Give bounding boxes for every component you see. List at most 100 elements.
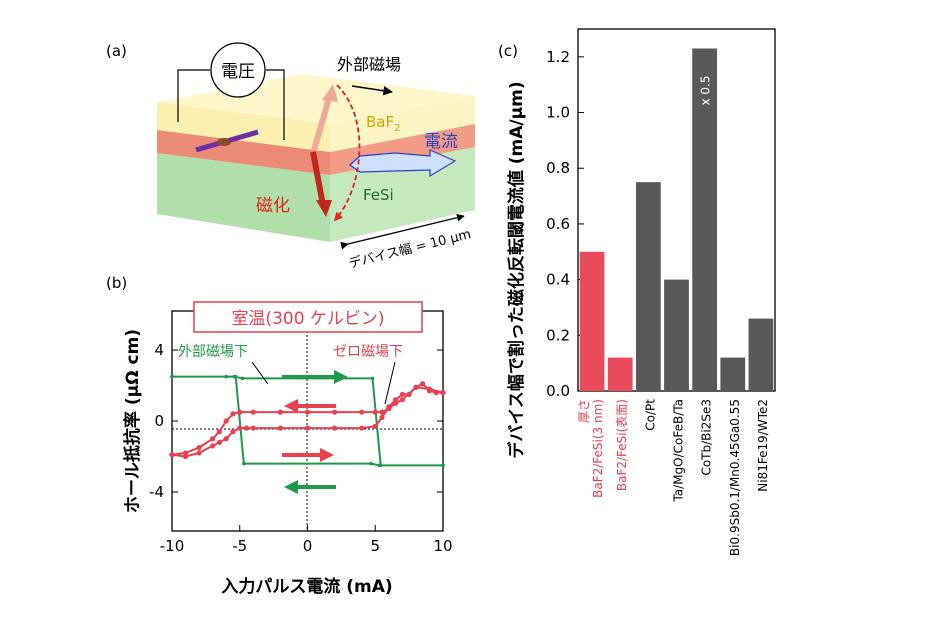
data-point-zero bbox=[406, 391, 412, 397]
panel-b-ticks: -10 -5 0 5 10 -4 0 4 bbox=[149, 311, 453, 555]
data-point-zero bbox=[169, 452, 175, 458]
data-point-zero bbox=[413, 384, 419, 390]
data-point-zero bbox=[433, 390, 439, 396]
data-point-zero bbox=[359, 425, 365, 431]
y-tick-label-c: 0.4 bbox=[546, 271, 570, 289]
data-point-external bbox=[369, 461, 373, 466]
fesi-label: FeSi bbox=[363, 186, 394, 204]
data-point-zero bbox=[223, 436, 229, 442]
panel-a: (a) 電圧 外部磁場 BaF2 電流 FeSi bbox=[106, 42, 475, 272]
y-tick-label-c: 1.0 bbox=[546, 104, 570, 122]
x-tick-label-b: -5 bbox=[232, 537, 247, 555]
data-point-zero bbox=[196, 445, 202, 451]
data-point-external bbox=[170, 374, 174, 379]
data-point-zero bbox=[332, 425, 338, 431]
category-label: Ta/MgO/CoFeB/Ta bbox=[672, 399, 686, 503]
data-point-zero bbox=[216, 439, 223, 445]
bar bbox=[607, 357, 633, 391]
voltage-wire-right bbox=[266, 69, 285, 140]
panel-c-category-labels: 厚さ BaF2/FeSi(3 nm) BaF2/FeSi(表面) Co/Pt Ta/Mg… bbox=[577, 399, 770, 556]
category-label: Ni81Fe19/WTe2 bbox=[756, 399, 770, 492]
data-point-external bbox=[240, 376, 245, 381]
data-point-zero bbox=[277, 425, 283, 431]
data-point-zero bbox=[440, 390, 446, 396]
y-tick-label-c: 0.0 bbox=[546, 382, 570, 400]
data-point-zero bbox=[182, 450, 189, 456]
external-legend-leader bbox=[251, 361, 269, 385]
external-field-label: 外部磁場 bbox=[337, 55, 401, 74]
x-tick-label-b: -10 bbox=[160, 537, 185, 555]
magnetization-up-head bbox=[322, 84, 338, 102]
device-width-arrow bbox=[340, 213, 465, 250]
bar bbox=[635, 182, 661, 391]
y-tick-label-c: 0.6 bbox=[546, 215, 570, 233]
external-field-legend: 外部磁場下 bbox=[178, 344, 248, 360]
red-arrow-lower-head bbox=[320, 448, 334, 462]
data-point-external bbox=[242, 461, 246, 466]
voltage-label: 電圧 bbox=[221, 62, 255, 82]
data-point-zero bbox=[230, 429, 236, 435]
y-axis-title-b: ホール抵抗率 (μΩ cm) bbox=[122, 329, 143, 513]
bar bbox=[664, 279, 689, 391]
voltage-meter bbox=[210, 42, 266, 98]
data-point-zero bbox=[379, 414, 385, 421]
category-label: Bi0.9Sb0.1/Mn0.45Ga0.55 bbox=[728, 399, 742, 556]
data-point-external bbox=[232, 374, 237, 379]
category-label: 厚さ bbox=[577, 399, 591, 423]
bar bbox=[579, 251, 605, 391]
data-point-zero bbox=[250, 425, 256, 431]
data-point-external bbox=[370, 376, 375, 381]
category-label: CoTb/Bi2Se3 bbox=[700, 399, 714, 476]
x-tick-label-b: 0 bbox=[303, 537, 313, 555]
panel-c: (c) 0.00.20.40.60.81.01.2 x 0.5 厚さ BaF2/F… bbox=[498, 28, 776, 556]
current-arrow bbox=[349, 149, 457, 178]
magnetization-down-arrow bbox=[310, 151, 326, 206]
spin-particle bbox=[217, 138, 231, 146]
scale-note: x 0.5 bbox=[699, 75, 713, 105]
data-point-zero bbox=[399, 397, 405, 403]
data-point-external bbox=[441, 463, 445, 468]
y-tick-label-b: 4 bbox=[154, 341, 164, 359]
panel-b-series bbox=[169, 374, 446, 468]
bar bbox=[692, 48, 718, 391]
sweep-arrows bbox=[282, 370, 348, 494]
green-arrow-bottom-head bbox=[284, 480, 298, 494]
data-point-zero bbox=[196, 450, 202, 456]
data-point-zero bbox=[237, 409, 243, 415]
data-point-zero bbox=[230, 411, 236, 417]
bar bbox=[748, 318, 774, 391]
category-label: BaF2/FeSi(3 nm) bbox=[591, 399, 605, 498]
data-point-zero bbox=[359, 409, 365, 415]
data-point-zero bbox=[386, 405, 392, 412]
category-label: BaF2/FeSi(表面) bbox=[615, 399, 629, 491]
data-point-zero bbox=[332, 409, 338, 415]
external-field-arrow bbox=[351, 85, 393, 96]
data-point-external bbox=[224, 374, 228, 379]
baf2-label: BaF2 bbox=[366, 113, 401, 134]
zero-legend-leader bbox=[384, 361, 396, 405]
data-point-zero bbox=[399, 391, 405, 397]
panel-c-bars: x 0.5 bbox=[579, 48, 774, 391]
y-tick-label-b: -4 bbox=[149, 483, 164, 501]
data-point-zero bbox=[243, 425, 250, 431]
panel-b-label: (b) bbox=[106, 274, 127, 292]
voltage-wire-left bbox=[177, 69, 210, 122]
data-point-zero bbox=[379, 409, 385, 415]
y-tick-label-b: 0 bbox=[154, 412, 164, 430]
green-arrow-top-head bbox=[334, 370, 348, 384]
data-point-zero bbox=[304, 425, 311, 431]
room-temp-label: 室温(300 ケルビン) bbox=[231, 309, 384, 329]
y-axis-title-c: デバイス幅で割った磁化反転閾電流値 (mA/μm) bbox=[506, 81, 527, 458]
data-point-zero bbox=[372, 409, 378, 415]
y-tick-label-c: 1.2 bbox=[546, 48, 570, 66]
panel-a-label: (a) bbox=[106, 42, 127, 60]
panel-c-ticks: 0.0 0.2 0.4 0.6 0.8 1.0 1.2 bbox=[546, 48, 762, 400]
x-tick-label-b: 10 bbox=[433, 537, 452, 555]
zero-field-legend: ゼロ磁場下 bbox=[333, 344, 403, 360]
magnetization-up-arrow bbox=[311, 94, 333, 151]
current-label: 電流 bbox=[424, 132, 458, 152]
magnetization-down-head bbox=[316, 200, 332, 217]
y-tick-label-c: 0.2 bbox=[546, 326, 570, 344]
data-point-zero bbox=[210, 443, 216, 449]
